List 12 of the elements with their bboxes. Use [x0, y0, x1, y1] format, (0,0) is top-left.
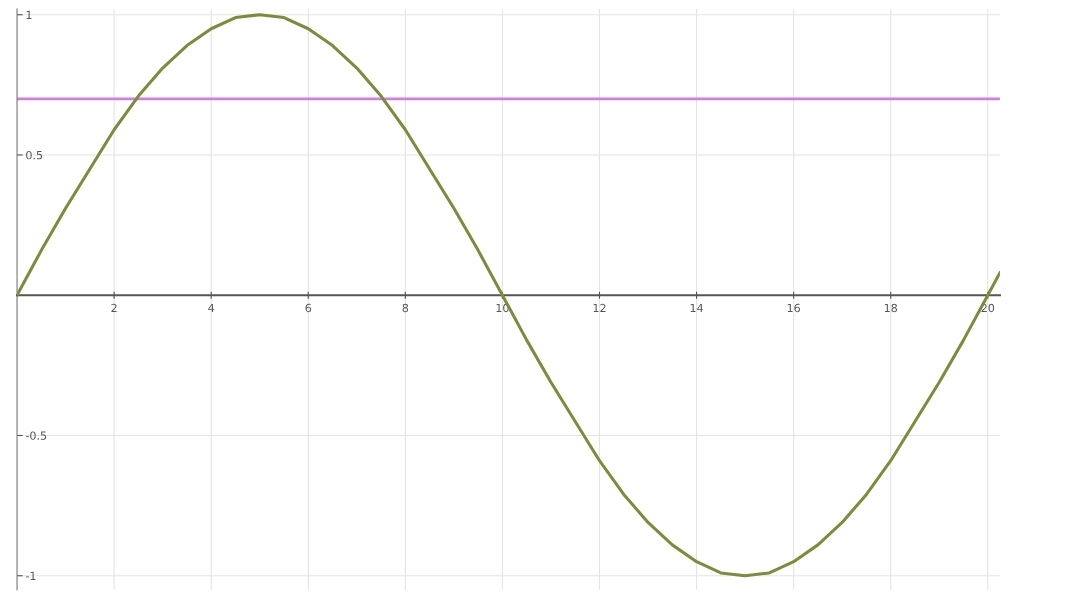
x-tick-label: 14 — [690, 303, 703, 313]
x-tick-label: 18 — [884, 303, 898, 313]
x-tick-label: 12 — [593, 303, 606, 313]
y-tick-label: -1 — [25, 571, 36, 580]
x-tick-label: 4 — [208, 303, 215, 313]
y-tick-label: 1 — [26, 10, 32, 19]
x-tick-label: 6 — [305, 303, 312, 313]
x-tick-label: 8 — [402, 303, 409, 313]
x-tick-label: 2 — [111, 303, 117, 313]
x-tick-label: 16 — [787, 303, 800, 313]
y-tick-label: 0.5 — [26, 150, 43, 160]
y-tick-label: -0.5 — [25, 431, 47, 440]
